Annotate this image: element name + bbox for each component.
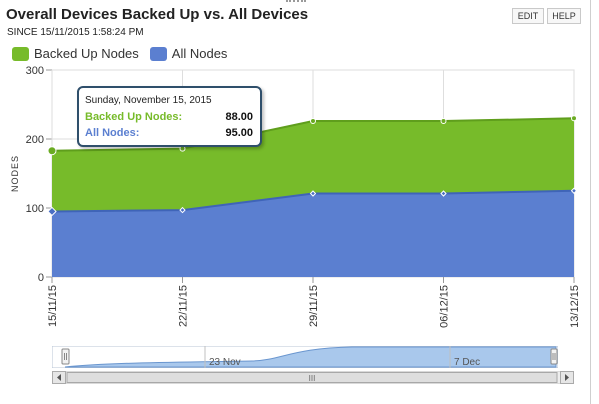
chart-subtitle: SINCE 15/11/2015 1:58:24 PM: [7, 27, 144, 38]
navigator-handle-left[interactable]: [61, 348, 70, 365]
y-tick-label: 200: [26, 134, 44, 146]
x-tick-label: 13/12/15: [569, 285, 581, 328]
tooltip-value-all-nodes: 95.00: [225, 127, 253, 139]
tooltip-value-backed-up: 88.00: [225, 111, 253, 123]
scroll-grip: III: [309, 374, 316, 383]
point-all-nodes[interactable]: [47, 206, 57, 217]
x-tick-label: 22/11/15: [178, 285, 190, 327]
area-backed-up-nodes: [52, 118, 574, 212]
y-tick-label: 0: [38, 272, 44, 284]
navigator-label: 7 Dec: [454, 357, 480, 368]
help-button[interactable]: HELP: [547, 8, 581, 24]
point-all-nodes[interactable]: [179, 206, 186, 214]
scroll-left-arrow[interactable]: [52, 371, 66, 384]
navigator-label: 23 Nov: [209, 357, 241, 368]
point-backed-up-nodes[interactable]: [440, 118, 447, 125]
x-tick-label: 06/12/15: [439, 285, 451, 328]
chart-legend: Backed Up Nodes All Nodes: [12, 46, 238, 61]
scroll-right-arrow[interactable]: [560, 371, 574, 384]
x-tick-label: 29/11/15: [308, 285, 320, 327]
legend-item-all-nodes[interactable]: All Nodes: [149, 46, 228, 61]
point-all-nodes[interactable]: [309, 190, 317, 197]
chart-plot: 0 100 200 300 15/11/15 22/11/15 29/11/15 06/12/…: [10, 65, 581, 328]
y-tick-label: 300: [26, 65, 44, 77]
point-all-nodes[interactable]: [440, 190, 447, 197]
tooltip-label-backed-up: Backed Up Nodes:: [85, 111, 183, 123]
legend-label-backed-up: Backed Up Nodes: [34, 46, 139, 61]
range-navigator[interactable]: 23 Nov 7 Dec: [52, 346, 558, 368]
x-tick-label: 15/11/15: [47, 285, 59, 327]
y-tick-label: 100: [26, 203, 44, 215]
y-axis-label: NODES: [10, 155, 20, 192]
point-all-nodes[interactable]: [570, 187, 578, 194]
legend-swatch-all-nodes: [149, 46, 167, 61]
legend-swatch-backed-up: [12, 46, 29, 61]
scrollbar-thumb[interactable]: [66, 372, 558, 383]
legend-label-all-nodes: All Nodes: [171, 46, 228, 61]
resize-handle[interactable]: [286, 0, 306, 6]
point-backed-up-nodes[interactable]: [310, 118, 316, 125]
point-backed-up-nodes[interactable]: [47, 146, 57, 156]
navigator-series-area: [64, 346, 557, 368]
edit-button[interactable]: EDIT: [512, 8, 544, 24]
point-backed-up-nodes[interactable]: [571, 115, 577, 122]
navigator-handle-right[interactable]: [550, 348, 558, 365]
tooltip-date: Sunday, November 15, 2015: [85, 95, 212, 106]
panel-border: [590, 0, 591, 404]
chart-title: Overall Devices Backed Up vs. All Device…: [6, 6, 309, 23]
tooltip-label-all-nodes: All Nodes:: [85, 127, 140, 139]
chart-tooltip: Sunday, November 15, 2015 Backed Up Node…: [77, 86, 262, 147]
navigator-scrollbar[interactable]: III: [52, 371, 574, 384]
legend-item-backed-up[interactable]: Backed Up Nodes: [12, 46, 139, 61]
